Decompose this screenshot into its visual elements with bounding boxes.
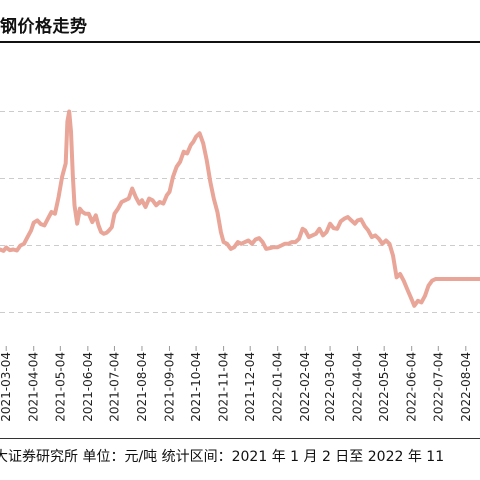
x-tick-label-1: 2021-03-04	[0, 352, 13, 422]
x-tick-label-13: 2022-03-04	[323, 352, 337, 422]
x-tick-label-5: 2021-07-04	[107, 352, 121, 422]
x-tick-label-10: 2021-12-04	[243, 352, 257, 422]
price-series-line-1	[0, 109, 480, 308]
x-axis-ticks	[5, 346, 467, 351]
x-tick-label-15: 2022-05-04	[377, 352, 391, 422]
x-tick-label-4: 2021-06-04	[81, 352, 95, 422]
title-underline	[0, 41, 480, 43]
chart-title: 钢价格走势	[0, 17, 88, 37]
x-tick-label-12: 2022-02-04	[298, 352, 312, 422]
x-tick-label-14: 2022-04-04	[351, 352, 365, 422]
x-tick-label-6: 2021-08-04	[135, 352, 149, 422]
x-tick-label-9: 2021-11-04	[217, 352, 231, 422]
x-tick-label-17: 2022-07-04	[431, 352, 445, 422]
gridlines	[0, 111, 480, 313]
bottom-divider	[0, 438, 480, 439]
series-group	[0, 109, 480, 308]
x-tick-label-11: 2022-01-04	[271, 352, 285, 422]
source-note: 大证券研究所 单位：元/吨 统计区间：2021 年 1 月 2 日至 2022 …	[0, 449, 445, 465]
x-tick-label-16: 2022-06-04	[405, 352, 419, 422]
x-tick-label-3: 2021-05-04	[53, 352, 67, 422]
x-tick-label-8: 2021-10-04	[189, 352, 203, 422]
x-axis-tick-labels: 2021-03-04 2021-04-04 2021-05-04 2021-06-04…	[0, 352, 473, 422]
x-tick-label-18: 2022-08-04	[459, 352, 473, 422]
x-tick-label-7: 2021-09-04	[162, 352, 176, 422]
x-tick-label-2: 2021-04-04	[27, 352, 41, 422]
